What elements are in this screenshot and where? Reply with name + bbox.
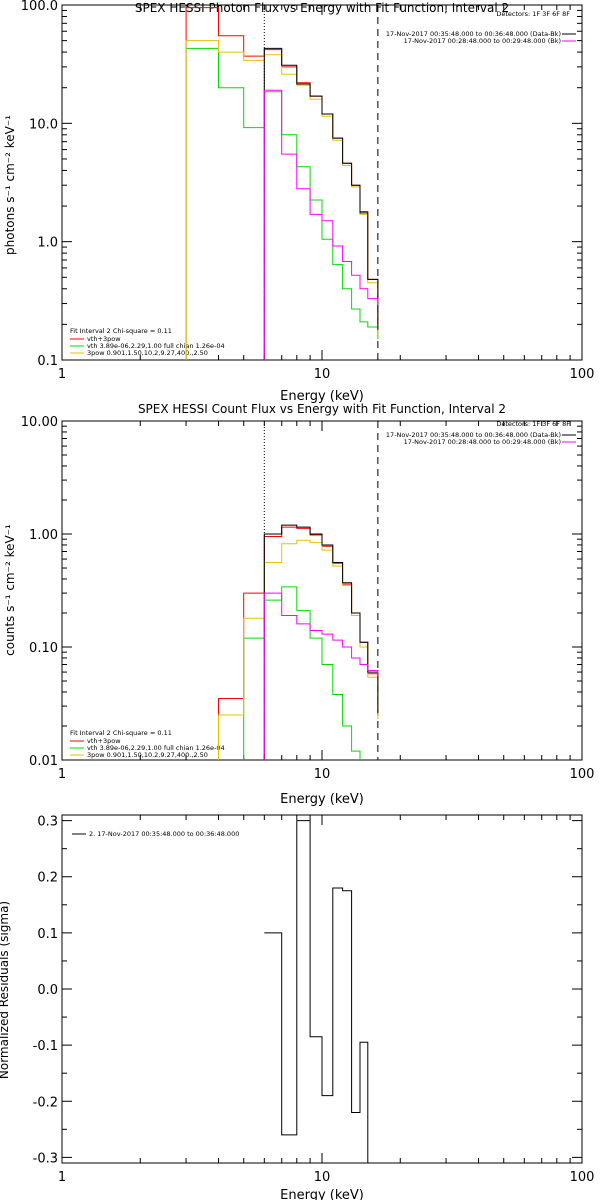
y-tick-label: -0.1 [33,1039,58,1054]
series-vth-3pow-line [218,526,379,760]
series-group [218,524,379,760]
series-vth-line [185,47,379,360]
y-tick-label: 0.10 [29,641,58,656]
y-tick-label: 1.00 [29,528,58,543]
legend-bk: 17-Nov-2017 00:28:48.000 to 00:29:48.000… [404,37,561,45]
x-tick-label: 1 [58,367,66,382]
count-flux-fit-info: Fit Interval 2 Chi-square = 0.11 vth+3po… [70,729,225,759]
fit-info-line-2: vth+3pow [87,737,121,745]
count-flux-legend: Detectors: 1F 3F 6F 8F 17-Nov-2017 00:35… [386,420,576,446]
y-tick-label: 100.0 [21,0,58,14]
series-group [185,7,379,360]
series-bk-line [263,592,379,760]
residuals-legend-label: 2. 17-Nov-2017 00:35:48.000 to 00:36:48.… [89,830,239,838]
photon-flux-xlabel: Energy (keV) [280,389,364,404]
series-group [264,820,378,1163]
series-3pow-line [218,539,379,760]
y-tick-label: 0.1 [37,927,58,942]
y-tick-label: 1.0 [37,236,58,251]
plot-frame [61,4,583,361]
y-tick-label: 0.2 [37,871,58,886]
fit-info-line-1: Fit Interval 2 Chi-square = 0.11 [70,729,172,737]
residuals-panel: Normalized Residuals (sigma) Energy (keV… [0,814,595,1200]
y-tick-label: -0.2 [33,1095,58,1110]
series-bk-line [263,89,379,360]
fit-info-line-4: 3pow 0.901,1.50,10.2,9.27,400.,2.50 [87,349,208,357]
x-tick-label: 1 [58,767,66,782]
count-flux-panel: SPEX HESSI Count Flux vs Energy with Fit… [3,402,594,807]
x-tick-label: 100 [570,367,595,382]
y-tick-label: 10.00 [21,415,58,430]
fit-info-line-3: vth 3.89e-06,2.29,1.00 full chian 1.26e-… [87,744,225,752]
y-tick-label: 0.1 [37,354,58,369]
y-tick-label: -0.3 [33,1151,58,1166]
legend-bk: 17-Nov-2017 00:28:48.000 to 00:29:48.000… [404,438,561,446]
series-vth-line [243,586,361,760]
residuals-ylabel: Normalized Residuals (sigma) [0,901,11,1079]
fit-info-line-1: Fit Interval 2 Chi-square = 0.11 [70,327,172,335]
legend-detectors: Detectors: 1F 3F 6F 8F [496,10,570,18]
fit-info-line-4: 3pow 0.901,1.50,10.2,9.27,400.,2.50 [87,751,208,759]
fit-info-line-3: vth 3.89e-06,2.29,1.00 full chian 1.26e-… [87,342,225,350]
photon-flux-legend: Detectors: 1F 3F 6F 8F 17-Nov-2017 00:35… [386,10,576,45]
x-tick-label: 100 [570,767,595,782]
y-tick-label: 0.3 [37,815,58,830]
x-tick-label: 10 [314,367,331,382]
residuals-xlabel: Energy (keV) [280,1188,364,1200]
series-data-bk-line [263,47,379,360]
count-flux-xlabel: Energy (keV) [280,792,364,807]
legend-detectors: Detectors: 1F 3F 6F 8F [496,420,570,428]
series-data-bk-line [263,524,379,760]
photon-flux-ylabel: photons s⁻¹ cm⁻² keV⁻¹ [3,115,17,255]
count-flux-title: SPEX HESSI Count Flux vs Energy with Fit… [138,402,506,416]
plot-frame [61,420,583,761]
photon-flux-panel: SPEX HESSI Photon Flux vs Energy with Fi… [3,0,594,404]
x-tick-label: 100 [570,1170,595,1185]
y-tick-label: 10.0 [29,117,58,132]
x-tick-label: 10 [314,1170,331,1185]
residuals-legend: 2. 17-Nov-2017 00:35:48.000 to 00:36:48.… [72,830,239,838]
series-2-17-nov-2017-00-35-48-000-to-00-36-48-000-line [264,820,378,1163]
photon-flux-fit-info: Fit Interval 2 Chi-square = 0.11 vth+3po… [70,327,225,357]
y-tick-label: 0.01 [29,754,58,769]
series-3pow-line [185,40,379,360]
count-flux-ylabel: counts s⁻¹ cm⁻² keV⁻¹ [3,524,17,656]
fit-info-line-2: vth+3pow [87,335,121,343]
x-tick-label: 1 [58,1170,66,1185]
legend-data-bk: 17-Nov-2017 00:35:48.000 to 00:36:48.000… [386,431,561,439]
y-tick-label: 0.0 [37,983,58,998]
x-tick-label: 10 [314,767,331,782]
legend-data-bk: 17-Nov-2017 00:35:48.000 to 00:36:48.000… [386,30,561,38]
plot-frame [61,814,583,1164]
